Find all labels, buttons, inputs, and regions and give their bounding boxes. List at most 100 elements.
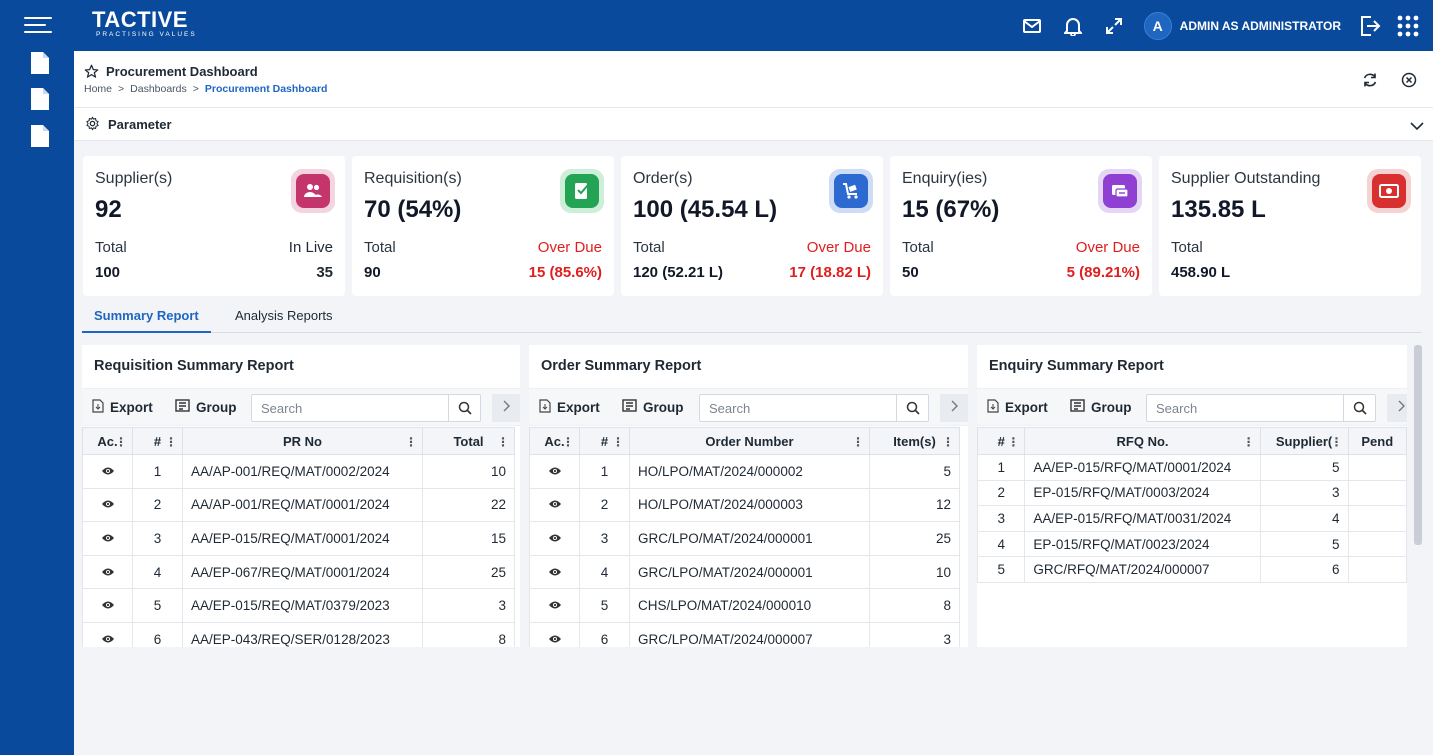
action-cell[interactable] <box>82 621 133 647</box>
toolbar-scroll-right-button[interactable] <box>492 394 520 422</box>
action-cell[interactable] <box>529 588 580 623</box>
table-row[interactable]: 1 AA/EP-015/RFQ/MAT/0001/2024 5 <box>977 454 1407 481</box>
column-menu-icon[interactable]: ⋮ <box>942 435 954 449</box>
kpi-card-supplier-outstanding[interactable]: Supplier Outstanding 135.85 L Total 458.… <box>1159 156 1421 296</box>
document-number[interactable]: GRC/LPO/MAT/2024/000001 <box>629 554 870 590</box>
search-input[interactable] <box>700 395 896 421</box>
table-row[interactable]: 2 AA/AP-001/REQ/MAT/0001/2024 22 <box>82 487 515 523</box>
table-row[interactable]: 4 EP-015/RFQ/MAT/0023/2024 5 <box>977 530 1407 558</box>
document-number[interactable]: AA/AP-001/REQ/MAT/0001/2024 <box>182 487 423 523</box>
column-header[interactable]: Order Number ⋮ <box>629 427 870 455</box>
column-menu-icon[interactable]: ⋮ <box>1330 435 1343 449</box>
view-eye-icon[interactable] <box>548 497 562 512</box>
document-number[interactable]: CHS/LPO/MAT/2024/000010 <box>629 588 870 623</box>
table-row[interactable]: 5 GRC/RFQ/MAT/2024/000007 6 <box>977 556 1407 583</box>
document-icon[interactable] <box>31 88 49 110</box>
column-header[interactable]: Ac. ⋮ <box>82 427 133 455</box>
search-icon[interactable] <box>448 395 480 421</box>
close-icon[interactable] <box>1401 72 1419 90</box>
action-cell[interactable] <box>82 487 133 523</box>
document-number[interactable]: HO/LPO/MAT/2024/000003 <box>629 487 870 523</box>
search-input[interactable] <box>252 395 448 421</box>
column-header[interactable]: # ⋮ <box>977 427 1026 455</box>
search-icon[interactable] <box>896 395 928 421</box>
table-row[interactable]: 2 HO/LPO/MAT/2024/000003 12 <box>529 487 960 523</box>
toolbar-scroll-right-button[interactable] <box>1387 394 1407 422</box>
star-icon[interactable] <box>84 64 99 84</box>
document-number[interactable]: GRC/LPO/MAT/2024/000001 <box>629 521 870 556</box>
table-row[interactable]: 5 AA/EP-015/REQ/MAT/0379/2023 3 <box>82 588 515 623</box>
column-menu-icon[interactable]: ⋮ <box>115 435 127 449</box>
column-menu-icon[interactable]: ⋮ <box>852 435 864 449</box>
view-eye-icon[interactable] <box>548 464 562 479</box>
action-cell[interactable] <box>529 487 580 523</box>
column-header[interactable]: RFQ No. ⋮ <box>1024 427 1261 455</box>
search-icon[interactable] <box>1343 395 1375 421</box>
action-cell[interactable] <box>529 621 580 647</box>
search-input[interactable] <box>1147 395 1343 421</box>
action-cell[interactable] <box>529 554 580 590</box>
table-row[interactable]: 6 AA/EP-043/REQ/SER/0128/2023 8 <box>82 621 515 647</box>
action-cell[interactable] <box>82 521 133 556</box>
column-menu-icon[interactable]: ⋮ <box>1007 435 1020 449</box>
column-menu-icon[interactable]: ⋮ <box>497 435 509 449</box>
column-menu-icon[interactable]: ⋮ <box>612 435 624 449</box>
column-menu-icon[interactable]: ⋮ <box>165 435 177 449</box>
view-eye-icon[interactable] <box>548 531 562 546</box>
document-number[interactable]: AA/EP-015/RFQ/MAT/0031/2024 <box>1024 505 1261 532</box>
expand-icon[interactable] <box>1103 15 1125 37</box>
tab-summary-report[interactable]: Summary Report <box>82 308 211 333</box>
view-eye-icon[interactable] <box>548 565 562 580</box>
action-cell[interactable] <box>82 554 133 590</box>
document-number[interactable]: AA/EP-043/REQ/SER/0128/2023 <box>182 621 423 647</box>
view-eye-icon[interactable] <box>101 632 115 647</box>
table-row[interactable]: 3 GRC/LPO/MAT/2024/000001 25 <box>529 521 960 556</box>
document-number[interactable]: AA/EP-015/REQ/MAT/0001/2024 <box>182 521 423 556</box>
column-header[interactable]: Supplier(⋮ <box>1259 427 1349 455</box>
refresh-icon[interactable] <box>1362 72 1380 90</box>
view-eye-icon[interactable] <box>101 464 115 479</box>
kpi-card-supplier-s[interactable]: Supplier(s) 92 Total 100 In Live 35 <box>83 156 345 296</box>
user-name[interactable]: ADMIN AS ADMINISTRATOR <box>1179 18 1341 33</box>
bell-icon[interactable] <box>1062 15 1084 37</box>
action-cell[interactable] <box>529 521 580 556</box>
column-header[interactable]: # ⋮ <box>132 427 183 455</box>
view-eye-icon[interactable] <box>548 598 562 613</box>
document-icon[interactable] <box>31 52 49 74</box>
parameter-bar[interactable]: Parameter <box>74 108 1433 141</box>
page-scrollbar[interactable] <box>1414 345 1422 545</box>
avatar[interactable]: A <box>1143 11 1172 40</box>
kpi-card-requisition-s[interactable]: Requisition(s) 70 (54%) Total 90 Over Du… <box>352 156 614 296</box>
table-row[interactable]: 1 AA/AP-001/REQ/MAT/0002/2024 10 <box>82 454 515 489</box>
document-number[interactable]: AA/AP-001/REQ/MAT/0002/2024 <box>182 454 423 489</box>
action-cell[interactable] <box>82 454 133 489</box>
logout-icon[interactable] <box>1359 15 1381 37</box>
table-row[interactable]: 2 EP-015/RFQ/MAT/0003/2024 3 <box>977 479 1407 507</box>
document-number[interactable]: AA/EP-015/RFQ/MAT/0001/2024 <box>1024 454 1261 481</box>
table-row[interactable]: 4 GRC/LPO/MAT/2024/000001 10 <box>529 554 960 590</box>
view-eye-icon[interactable] <box>548 632 562 647</box>
toolbar-scroll-right-button[interactable] <box>940 394 968 422</box>
table-row[interactable]: 3 AA/EP-015/RFQ/MAT/0031/2024 4 <box>977 505 1407 532</box>
column-header[interactable]: Item(s) ⋮ <box>869 427 960 455</box>
group-button[interactable]: Group <box>175 399 237 415</box>
column-menu-icon[interactable]: ⋮ <box>1242 435 1255 449</box>
document-number[interactable]: EP-015/RFQ/MAT/0023/2024 <box>1024 530 1261 558</box>
tab-analysis-reports[interactable]: Analysis Reports <box>235 308 333 323</box>
kpi-card-order-s[interactable]: Order(s) 100 (45.54 L) Total 120 (52.21 … <box>621 156 883 296</box>
view-eye-icon[interactable] <box>101 497 115 512</box>
export-button[interactable]: Export <box>92 399 153 416</box>
table-row[interactable]: 1 HO/LPO/MAT/2024/000002 5 <box>529 454 960 489</box>
kpi-card-enquiry-ies[interactable]: Enquiry(ies) 15 (67%) Total 50 Over Due … <box>890 156 1152 296</box>
table-row[interactable]: 5 CHS/LPO/MAT/2024/000010 8 <box>529 588 960 623</box>
column-header[interactable]: Pend <box>1347 427 1407 455</box>
table-row[interactable]: 3 AA/EP-015/REQ/MAT/0001/2024 15 <box>82 521 515 556</box>
document-number[interactable]: AA/EP-015/REQ/MAT/0379/2023 <box>182 588 423 623</box>
breadcrumb-home[interactable]: Home <box>84 83 113 95</box>
action-cell[interactable] <box>82 588 133 623</box>
column-header[interactable]: # ⋮ <box>579 427 630 455</box>
view-eye-icon[interactable] <box>101 531 115 546</box>
group-button[interactable]: Group <box>1070 399 1132 415</box>
group-button[interactable]: Group <box>622 399 684 415</box>
breadcrumb-dashboards[interactable]: Dashboards <box>130 83 187 95</box>
